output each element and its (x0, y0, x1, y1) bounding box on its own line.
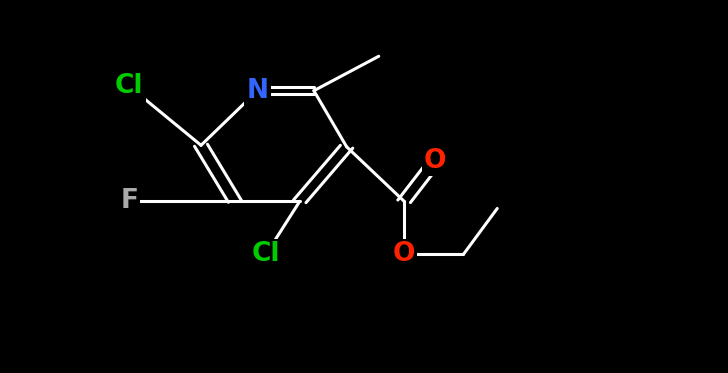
Text: O: O (393, 241, 416, 267)
Text: Cl: Cl (252, 241, 280, 267)
Text: O: O (424, 148, 446, 174)
Text: F: F (120, 188, 138, 214)
Text: Cl: Cl (115, 73, 143, 100)
Text: N: N (247, 78, 269, 104)
